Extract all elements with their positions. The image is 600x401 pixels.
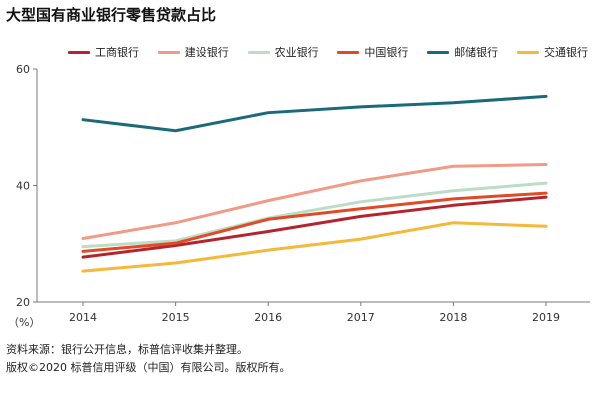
data-point (267, 111, 269, 113)
data-point (174, 242, 176, 244)
data-point (267, 199, 269, 201)
x-tick-label: 2017 (347, 311, 375, 324)
data-point (82, 270, 84, 272)
copyright-note: 版权©2020 标普信用评级（中国）有限公司。版权所有。 (6, 359, 291, 375)
x-tick-label: 2014 (69, 311, 97, 324)
data-point (545, 182, 547, 184)
y-tick-label: 60 (16, 63, 30, 76)
data-point (452, 222, 454, 224)
x-tick-label: 2015 (162, 311, 190, 324)
x-tick-label: 2018 (439, 311, 467, 324)
data-point (452, 165, 454, 167)
data-point (82, 250, 84, 252)
data-point (545, 196, 547, 198)
source-note: 资料来源：银行公开信息，标普信评收集并整理。 (6, 341, 248, 357)
data-point (174, 262, 176, 264)
x-tick-label: 2019 (532, 311, 560, 324)
y-tick-label: 20 (16, 296, 30, 309)
data-point (174, 130, 176, 132)
data-point (545, 225, 547, 227)
data-point (545, 95, 547, 97)
data-point (452, 190, 454, 192)
series-line (83, 96, 546, 130)
data-point (360, 201, 362, 203)
data-point (545, 163, 547, 165)
data-point (174, 222, 176, 224)
data-point (452, 102, 454, 104)
data-point (267, 230, 269, 232)
data-point (267, 249, 269, 251)
data-point (360, 180, 362, 182)
y-axis-unit-label: （%） (8, 314, 40, 330)
data-point (82, 256, 84, 258)
data-point (82, 245, 84, 247)
data-point (82, 118, 84, 120)
data-point (452, 198, 454, 200)
data-point (452, 204, 454, 206)
y-tick-label: 40 (16, 180, 30, 193)
x-tick-label: 2016 (254, 311, 282, 324)
data-point (267, 218, 269, 220)
data-point (82, 237, 84, 239)
data-point (360, 238, 362, 240)
data-point (360, 106, 362, 108)
data-point (545, 192, 547, 194)
data-point (360, 215, 362, 217)
data-point (360, 208, 362, 210)
series-line (83, 165, 546, 239)
